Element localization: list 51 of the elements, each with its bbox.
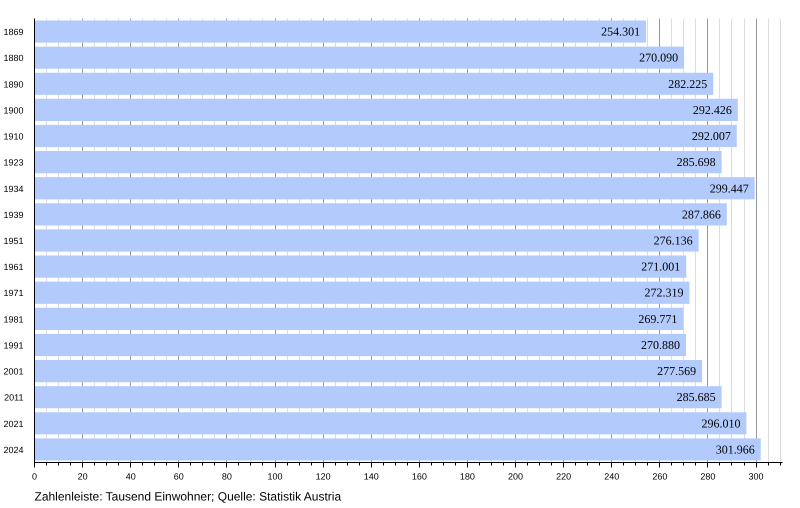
- y-tick-label: 1900: [3, 105, 24, 116]
- y-tick-label: 1971: [3, 288, 24, 298]
- x-tick-label: 300: [748, 472, 764, 482]
- data-label: 285.685: [676, 390, 716, 404]
- y-tick-label: 1869: [3, 27, 24, 38]
- x-tick-label: 40: [126, 472, 136, 482]
- y-tick-label: 1880: [3, 53, 24, 64]
- x-tick-label: 100: [268, 472, 283, 482]
- y-tick-label: 1890: [3, 79, 24, 90]
- x-tick-label: 160: [412, 472, 427, 482]
- y-tick-label: 2011: [4, 392, 24, 403]
- x-tick-label: 140: [364, 472, 379, 482]
- data-label: 270.880: [641, 338, 680, 352]
- y-tick-label: 2024: [3, 444, 24, 455]
- y-tick-label: 1910: [3, 132, 24, 142]
- x-tick-label: 80: [222, 472, 232, 482]
- x-tick-label: 220: [556, 472, 572, 482]
- y-tick-label: 1934: [3, 184, 24, 194]
- x-tick-label: 200: [508, 472, 524, 482]
- y-tick-label: 1951: [3, 236, 24, 246]
- data-label: 296.010: [701, 416, 740, 430]
- data-label: 272.319: [644, 286, 684, 300]
- y-tick-label: 1923: [3, 158, 24, 168]
- y-tick-label: 2001: [3, 366, 24, 377]
- text: Zahlenleiste: Tausend Einwohner; Quelle: Statistik Austria: [34, 490, 342, 504]
- x-tick-label: 60: [174, 472, 184, 482]
- y-tick-label: 2021: [3, 418, 24, 429]
- x-tick-label: 180: [460, 472, 475, 482]
- x-tick-label: 240: [604, 472, 620, 482]
- data-label: 292.007: [692, 129, 731, 144]
- data-label: 269.771: [638, 312, 678, 326]
- data-label: 292.426: [692, 102, 732, 117]
- data-label: 276.136: [654, 234, 693, 248]
- data-label: 301.966: [716, 442, 755, 456]
- data-label: 287.866: [682, 207, 721, 222]
- y-tick-label: 1961: [3, 262, 24, 272]
- x-tick-label: 120: [316, 472, 331, 482]
- data-label: 271.001: [641, 260, 680, 274]
- data-label: 299.447: [710, 181, 749, 196]
- y-tick-label: 1939: [3, 210, 24, 220]
- x-tick-label: 0: [32, 472, 38, 482]
- x-tick-label: 20: [78, 472, 88, 482]
- data-label: 254.301: [601, 24, 640, 39]
- data-label: 285.698: [676, 155, 716, 170]
- data-label: 282.225: [668, 76, 708, 91]
- data-label: 277.569: [657, 364, 696, 378]
- y-tick-label: 1981: [3, 314, 24, 324]
- x-tick-label: 260: [652, 472, 668, 482]
- x-tick-label: 280: [700, 472, 716, 482]
- data-label: 270.090: [639, 50, 678, 65]
- y-tick-label: 1991: [3, 340, 24, 350]
